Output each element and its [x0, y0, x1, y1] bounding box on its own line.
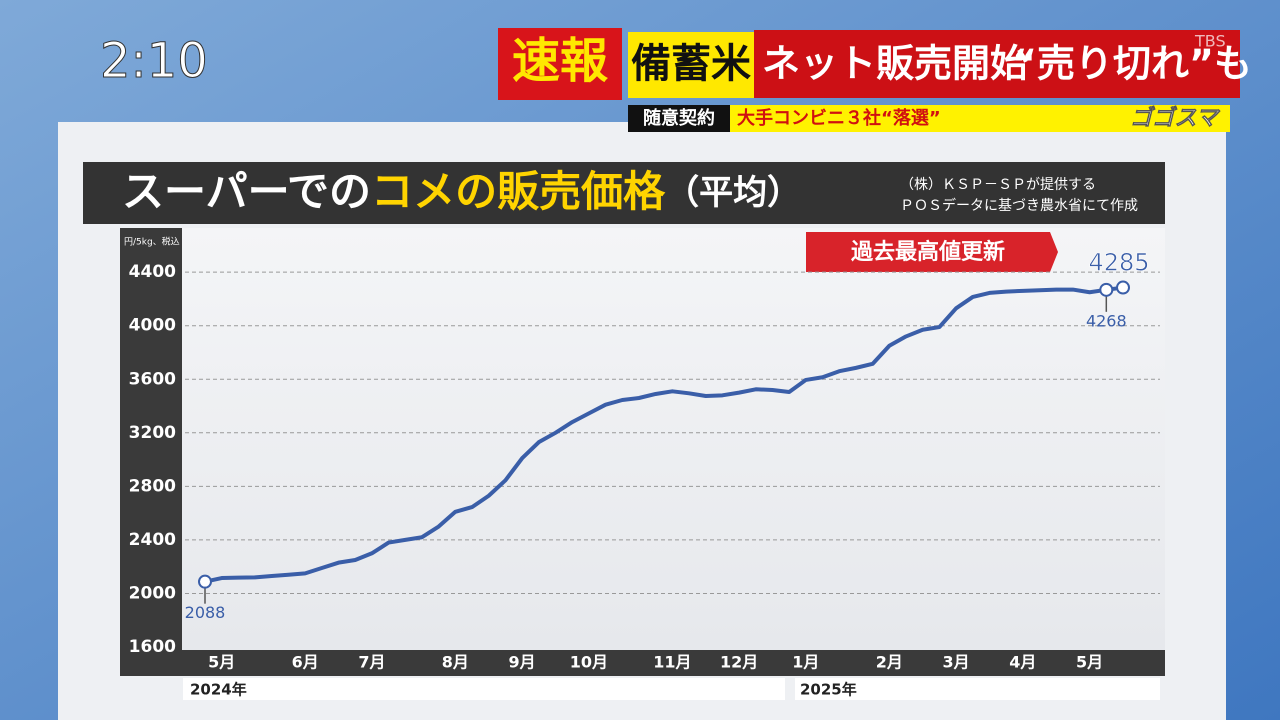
year-label: 2024年 — [190, 681, 247, 699]
x-tick-label: 10月 — [570, 653, 608, 672]
x-tick-label: 2月 — [876, 653, 903, 672]
y-axis-label: 円/5kg、税込 — [124, 236, 180, 248]
plot-area — [182, 228, 1165, 650]
y-tick-label: 2800 — [129, 476, 176, 496]
title-part: コメの販売価格 — [371, 167, 666, 216]
data-label: 4268 — [1086, 311, 1127, 330]
show-logo: ゴゴスマ — [1130, 105, 1221, 131]
clock: 2:10 — [100, 33, 208, 89]
x-tick-label: 3月 — [943, 653, 970, 672]
x-tick-label: 5月 — [1076, 653, 1103, 672]
x-tick-label: 9月 — [509, 653, 536, 672]
title-part: （平均） — [665, 173, 801, 213]
x-tick-label: 6月 — [292, 653, 319, 672]
annotation: 過去最高値更新 — [851, 239, 1005, 265]
y-axis-band — [120, 228, 182, 650]
year-bar — [183, 678, 785, 700]
x-tick-label: 8月 — [442, 653, 469, 672]
x-tick-label: 11月 — [653, 653, 691, 672]
point — [1099, 282, 1114, 297]
sub-tag-box — [628, 105, 730, 132]
headline-quote: “売り切れ”も — [1012, 42, 1252, 86]
title-band — [83, 162, 1165, 224]
title-part: スーパーでの — [122, 167, 371, 216]
headline-box — [754, 30, 1240, 98]
plot-layer: 1600 2000 2400 2800 3200 3600 4000 4400 5月 6月 7月 8月… — [129, 248, 1160, 672]
y-tick-label: 2400 — [129, 530, 176, 550]
year-label: 2025年 — [800, 681, 857, 699]
x-tick-label: 12月 — [720, 653, 758, 672]
y-tick-label: 1600 — [129, 637, 176, 657]
chart-title: スーパーでのコメの販売価格（平均） — [122, 167, 801, 216]
y-tick-label: 4000 — [129, 316, 176, 336]
point — [1116, 280, 1130, 295]
source: （株）ＫＳＰ－ＳＰが提供する — [900, 177, 1096, 193]
x-axis-band — [120, 650, 1165, 676]
x-tick-label: 4月 — [1009, 653, 1036, 672]
keyword-box — [628, 32, 754, 98]
y-tick-label: 3200 — [129, 423, 176, 443]
headline: ネット販売開始 — [762, 42, 1028, 86]
annotation-box — [806, 232, 1058, 272]
line — [204, 285, 1124, 584]
data-label: 2088 — [185, 603, 226, 622]
x-tick-label: 5月 — [208, 653, 235, 672]
data-label: 4285 — [1088, 249, 1149, 277]
source: ＰＯＳデータに基づき農水省にて作成 — [900, 197, 1138, 214]
sub-tag: 随意契約 — [643, 107, 715, 129]
year-bar — [795, 678, 1160, 700]
tag-box — [498, 28, 622, 100]
y-tick-label: 3600 — [129, 369, 176, 389]
y-tick-label: 2000 — [129, 583, 176, 603]
point — [198, 574, 212, 589]
tag: 速報 — [512, 33, 608, 89]
sub-text-box — [730, 105, 1230, 132]
y-tick-label: 4400 — [129, 262, 176, 282]
x-tick-label: 7月 — [358, 653, 385, 672]
network: TBS — [1194, 32, 1226, 51]
keyword: 備蓄米 — [631, 41, 751, 87]
sub-text: 大手コンビニ３社“落選” — [737, 107, 941, 129]
x-tick-label: 1月 — [792, 653, 819, 672]
